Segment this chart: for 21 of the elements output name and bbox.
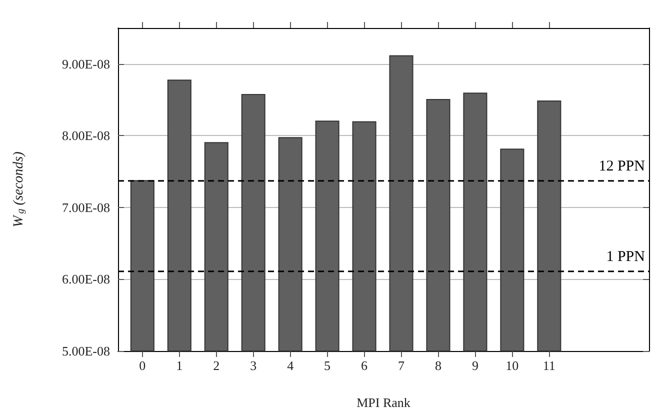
x-tick-label: 11 (542, 358, 556, 373)
x-axis-title: MPI Rank (356, 395, 411, 410)
y-tick-label: 9.00E-08 (62, 56, 110, 72)
x-tick-label: 9 (472, 358, 478, 373)
ref-line-label: 12 PPN (598, 158, 646, 174)
x-tick-label: 5 (324, 358, 331, 373)
y-tick-label: 5.00E-08 (62, 344, 110, 358)
x-tick-label: 4 (287, 358, 294, 373)
x-tick-label: 2 (213, 358, 220, 373)
x-tick-label: 0 (139, 358, 146, 373)
ref-line-label: 1 PPN (606, 248, 646, 265)
x-tick-label: 3 (250, 358, 257, 373)
x-tick-label: 7 (398, 358, 405, 373)
x-tick-label: 6 (361, 358, 368, 373)
y-tick-label: 7.00E-08 (62, 200, 110, 215)
x-tick-label: 8 (434, 358, 442, 373)
y-tick-label: 8.00E-08 (62, 128, 110, 144)
x-tick-label: 10 (506, 358, 519, 373)
y-tick-label: 6.00E-08 (62, 272, 110, 287)
x-tick-label: 1 (176, 358, 183, 373)
y-axis-title: Wg (seconds) (12, 151, 26, 228)
